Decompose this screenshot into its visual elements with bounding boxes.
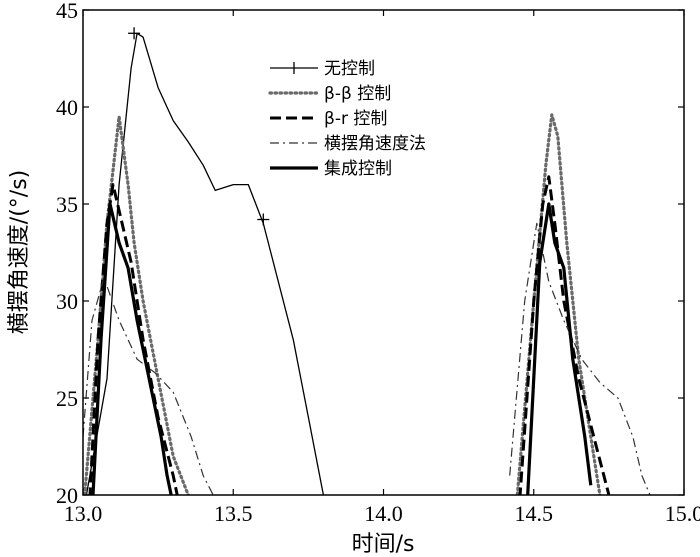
y-tick-label: 30 — [56, 289, 78, 314]
x-tick-label: 14.0 — [364, 501, 403, 526]
series-line-4 — [91, 202, 173, 495]
plus-marker — [128, 27, 141, 40]
y-tick-label: 20 — [56, 483, 78, 508]
x-tick-label: 13.0 — [64, 501, 103, 526]
legend-label-4: 集成控制 — [324, 159, 392, 179]
series-line-2 — [518, 175, 611, 495]
series-layer — [83, 27, 651, 495]
axes-layer: 13.0 13.5 14.0 14.5 15.0 20 25 30 35 40 45 — [56, 0, 700, 526]
x-tick-label: 13.5 — [214, 501, 253, 526]
series-line-1 — [83, 115, 190, 495]
x-tick-label: 14.5 — [515, 501, 554, 526]
series-line-4 — [526, 202, 593, 495]
series-line-3 — [509, 222, 651, 495]
y-tick-label: 45 — [56, 0, 78, 23]
legend-label-2: β-r 控制 — [324, 109, 387, 129]
series-line-0 — [85, 32, 325, 495]
plot-frame — [82, 9, 685, 496]
legend-label-3: 横摆角速度法 — [324, 134, 426, 154]
plus-marker — [257, 213, 270, 226]
x-tick-label: 15.0 — [665, 501, 700, 526]
x-axis-title: 时间/s — [352, 532, 415, 557]
y-tick-label: 25 — [56, 386, 78, 411]
y-tick-label: 35 — [56, 192, 78, 217]
y-axis-title: 横摆角速度/(°/s) — [7, 170, 32, 334]
legend-label-1: β-β 控制 — [324, 84, 391, 104]
legend-label-0: 无控制 — [324, 59, 375, 79]
y-tick-label: 40 — [56, 95, 78, 120]
